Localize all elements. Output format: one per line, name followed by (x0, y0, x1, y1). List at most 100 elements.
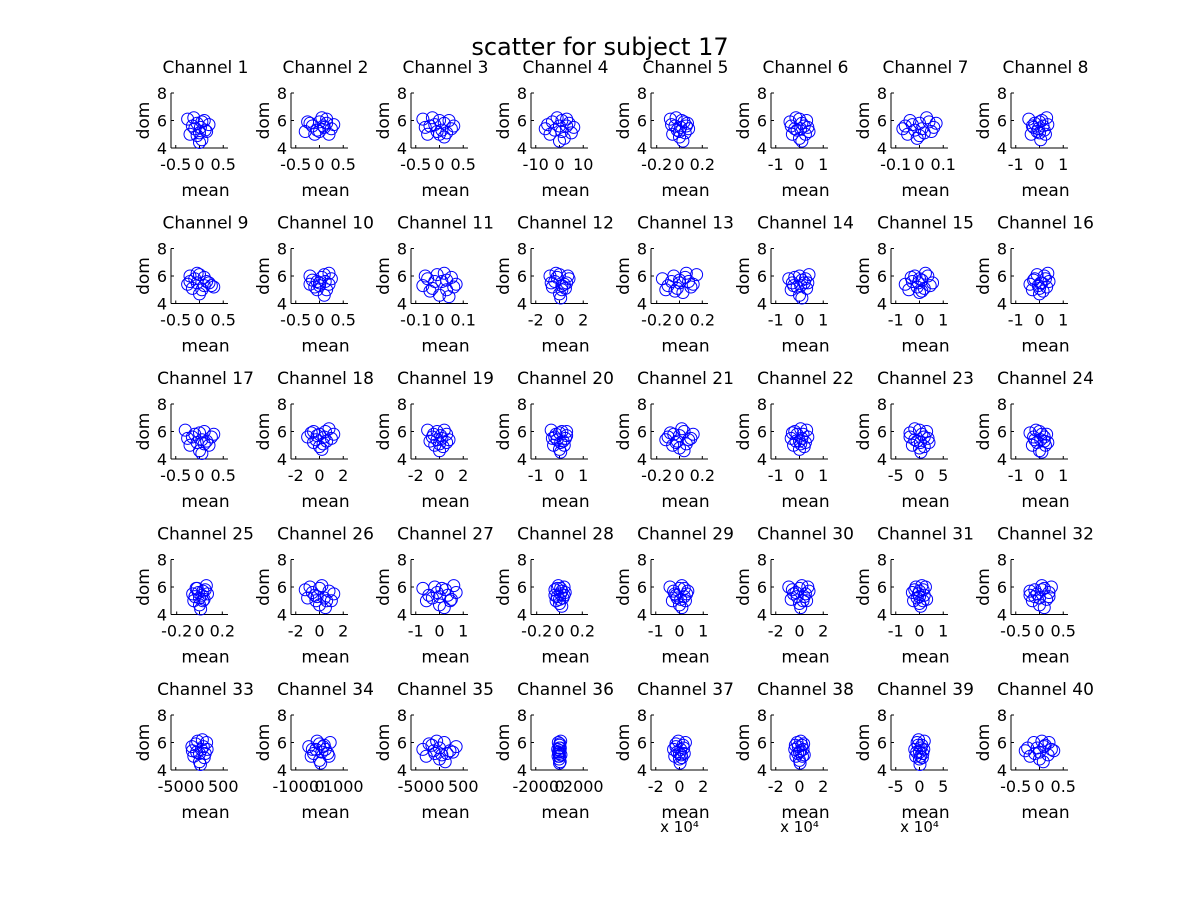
subplot-title: Channel 30 (757, 525, 854, 545)
scatter-point (690, 268, 704, 282)
subplot-title: Channel 37 (637, 680, 734, 700)
y-tick-label: 6 (757, 578, 767, 597)
scatter-point (183, 438, 197, 452)
x-tick-label: 0 (554, 155, 564, 174)
scatter-point (789, 111, 803, 125)
y-axis-label: dom (254, 724, 274, 762)
scatter-point (197, 437, 211, 451)
y-tick-label: 8 (517, 84, 527, 103)
x-tick-label: 0 (794, 622, 804, 641)
subplot: Channel 39 4 6 8 -5 0 5 mean dom x 10⁴ (854, 680, 974, 836)
y-tick-label: 4 (877, 295, 887, 314)
scatter-point (1033, 287, 1046, 301)
y-tick-label: 8 (157, 706, 167, 725)
x-tick-label: 0 (434, 466, 444, 485)
y-tick-label: 4 (997, 761, 1007, 780)
scatter-point (416, 112, 430, 126)
scatter-point (554, 581, 568, 595)
scatter-point (425, 738, 439, 752)
x-tick-label: 0 (434, 155, 444, 174)
scatter-point (553, 756, 566, 770)
scatter-point (190, 436, 204, 449)
x-tick-label: 1 (818, 155, 828, 174)
scatter-point (303, 116, 317, 130)
scatter-point (304, 426, 318, 440)
x-tick-label: 0 (194, 466, 204, 485)
scatter-point (674, 120, 688, 134)
x-tick-label: -2 (288, 622, 304, 641)
y-axis-label: dom (374, 568, 394, 606)
scatter-point (917, 742, 931, 756)
y-tick-label: 6 (397, 267, 407, 286)
x-tick-label: 2 (578, 311, 588, 330)
y-tick-label: 6 (277, 112, 287, 131)
subplot-title: Channel 15 (877, 214, 974, 234)
scatter-point (442, 290, 456, 304)
scatter-point (795, 134, 809, 148)
x-tick-label: 0 (674, 155, 684, 174)
x-tick-label: 0 (914, 777, 924, 796)
scatter-point (1037, 601, 1051, 615)
x-tick-label: 0 (674, 466, 684, 485)
y-axis-label: dom (854, 568, 874, 606)
scatter-point (785, 583, 799, 597)
y-tick-label: 8 (757, 84, 767, 103)
x-tick-label: 1 (818, 466, 828, 485)
x-tick-label: 0 (194, 777, 204, 796)
scatter-point (193, 426, 206, 440)
y-tick-label: 6 (517, 112, 527, 131)
y-tick-label: 6 (637, 734, 647, 753)
y-axis-label: dom (134, 413, 154, 451)
x-exponent-label: x 10⁴ (780, 818, 819, 836)
scatter-point (913, 272, 926, 286)
y-tick-label: 8 (517, 551, 527, 570)
x-axis-label: mean (1021, 337, 1069, 357)
y-tick-label: 4 (397, 761, 407, 780)
x-tick-label: 1 (1058, 466, 1068, 485)
subplot: Channel 11 4 6 8 -0.1 0 0.1 mean dom (374, 214, 494, 357)
subplot: Channel 38 4 6 8 -2 0 2 mean dom x 10⁴ (734, 680, 854, 836)
subplot-title: Channel 25 (157, 525, 254, 545)
scatter-point (187, 111, 201, 125)
y-tick-label: 4 (277, 450, 287, 469)
scatter-point (433, 288, 446, 302)
scatter-point (416, 581, 430, 595)
x-tick-label: 0.5 (211, 155, 236, 174)
subplot: Channel 21 4 6 8 -0.2 0 0.2 mean dom (614, 369, 734, 512)
x-tick-label: -1 (1008, 155, 1024, 174)
x-tick-label: 0 (914, 155, 924, 174)
scatter-point (1028, 590, 1042, 604)
scatter-point (789, 586, 803, 599)
x-tick-label: -0.5 (160, 155, 191, 174)
scatter-point (666, 438, 680, 452)
x-tick-label: 1 (698, 622, 708, 641)
x-axis-label: mean (781, 337, 829, 357)
x-tick-label: 2 (818, 777, 828, 796)
y-tick-label: 4 (517, 450, 527, 469)
x-tick-label: -0.2 (641, 466, 672, 485)
scatter-point (913, 286, 926, 299)
y-axis-label: dom (974, 413, 994, 451)
subplot-title: Channel 36 (517, 680, 614, 700)
y-axis-label: dom (854, 724, 874, 762)
subplot: Channel 28 4 6 8 -0.2 0 0.2 mean dom (494, 525, 614, 668)
subplot: Channel 35 4 6 8 -500 0 500 mean dom (374, 680, 494, 823)
subplot-title: Channel 39 (877, 680, 974, 700)
x-axis-label: mean (661, 492, 709, 512)
scatter-point (896, 122, 910, 136)
scatter-point (1035, 579, 1049, 593)
x-tick-label: -2 (528, 311, 544, 330)
subplot: Channel 6 4 6 8 -1 0 1 mean dom (734, 58, 849, 201)
y-tick-label: 4 (277, 295, 287, 314)
x-tick-label: -0.5 (1000, 777, 1031, 796)
scatter-point (548, 123, 562, 137)
scatter-point (197, 114, 211, 127)
y-tick-label: 4 (157, 761, 167, 780)
scatter-point (554, 436, 568, 449)
subplot-title: Channel 9 (162, 214, 248, 234)
y-tick-label: 8 (637, 395, 647, 414)
x-tick-label: 0.2 (690, 311, 715, 330)
y-axis-label: dom (974, 724, 994, 762)
y-tick-label: 8 (397, 395, 407, 414)
scatter-point (784, 119, 798, 133)
